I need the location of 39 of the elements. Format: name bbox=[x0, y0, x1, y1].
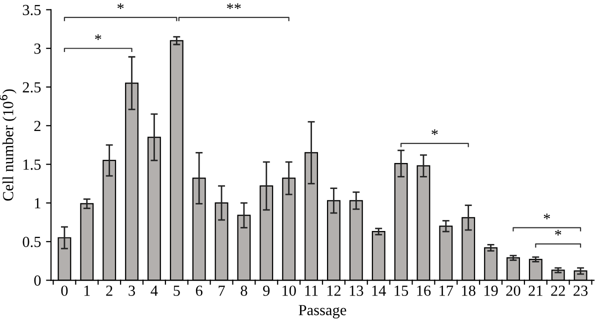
y-tick-label: 3.5 bbox=[22, 4, 41, 16]
text: * bbox=[117, 3, 124, 10]
x-tick-label: 13 bbox=[350, 286, 364, 296]
x-tick-label: 11 bbox=[305, 286, 318, 296]
y-tick-label: 1 bbox=[34, 198, 40, 208]
y-tick-label: 2 bbox=[34, 120, 40, 131]
y-tick-label: 3 bbox=[34, 44, 41, 54]
x-tick-label: 14 bbox=[372, 286, 386, 296]
x-tick-label: 2 bbox=[106, 286, 112, 296]
x-tick-label: 15 bbox=[394, 286, 408, 296]
x-tick-label: 10 bbox=[282, 286, 296, 296]
x-tick-label: 21 bbox=[528, 286, 542, 296]
y-tick-label: 1.5 bbox=[24, 160, 41, 170]
x-tick-label: 22 bbox=[551, 286, 565, 296]
annotation: * bbox=[95, 34, 102, 40]
x-tick-label: 3 bbox=[128, 286, 135, 296]
annotation: * bbox=[432, 129, 438, 136]
y-tick-label: 0.5 bbox=[22, 236, 41, 248]
x-tick-label: 18 bbox=[462, 286, 476, 296]
annotation: * bbox=[555, 230, 562, 236]
text: ** bbox=[226, 3, 241, 10]
x-tick-label: 12 bbox=[327, 286, 341, 296]
x-tick-label: 19 bbox=[484, 286, 498, 296]
x-tick-label: 4 bbox=[150, 286, 158, 296]
x-tick-label: 16 bbox=[417, 286, 431, 296]
x-tick-label: 9 bbox=[263, 286, 270, 296]
x-tick-label: 20 bbox=[506, 286, 520, 296]
x-axis-title: Passage bbox=[298, 305, 346, 318]
x-tick-label: 1 bbox=[84, 286, 90, 296]
y-tick-label: 2.5 bbox=[22, 82, 41, 93]
annotation: * bbox=[544, 214, 550, 220]
y-tick-label: 0 bbox=[34, 275, 41, 286]
x-tick-label: 6 bbox=[196, 286, 202, 296]
x-tick-label: 5 bbox=[174, 286, 180, 296]
x-tick-label: 8 bbox=[240, 286, 248, 296]
x-tick-label: 7 bbox=[218, 286, 225, 296]
x-tick-label: 0 bbox=[61, 286, 68, 296]
x-tick-label: 23 bbox=[574, 286, 588, 296]
x-tick-label: 17 bbox=[440, 286, 454, 296]
